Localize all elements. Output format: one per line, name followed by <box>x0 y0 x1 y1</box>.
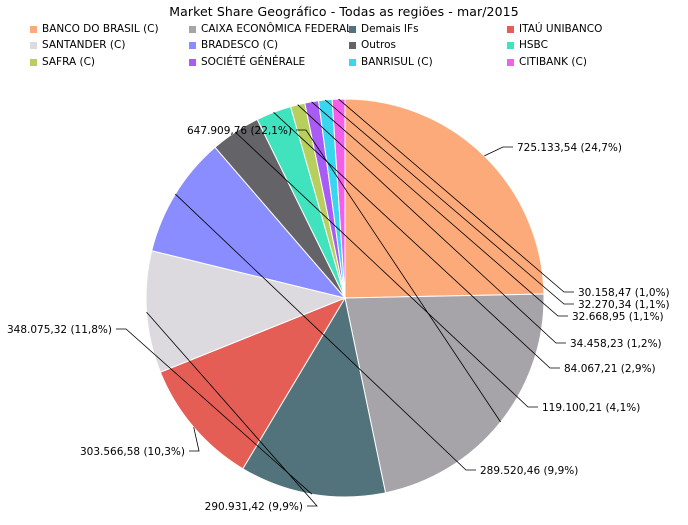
leader-line <box>297 104 566 344</box>
legend-swatch <box>349 41 356 49</box>
data-label: 32.270,34 (1,1%) <box>578 299 670 311</box>
legend-swatch <box>507 58 514 66</box>
legend-label: ITAÚ UNIBANCO <box>519 23 603 35</box>
legend-item[interactable]: BRADESCO (C) <box>189 38 278 52</box>
legend-label: Outros <box>361 39 397 51</box>
legend-label: BRADESCO (C) <box>201 39 279 51</box>
data-label: 32.668,95 (1,1%) <box>572 311 664 323</box>
pie-slices <box>145 98 545 498</box>
legend-swatch <box>349 58 356 66</box>
legend-swatch <box>189 25 196 33</box>
legend-item[interactable]: Demais IFs <box>349 22 419 36</box>
legend-item[interactable]: SAFRA (C) <box>30 55 95 69</box>
legend-swatch <box>30 41 37 49</box>
legend-label: BANCO DO BRASIL (C) <box>42 23 159 35</box>
legend-item[interactable]: SOCIÉTÉ GÉNÉRALE <box>189 55 305 69</box>
legend-swatch <box>507 25 514 33</box>
data-label: 289.520,46 (9,9%) <box>480 465 578 477</box>
pie-slice[interactable] <box>331 98 346 299</box>
data-label: 84.067,21 (2,9%) <box>564 363 656 375</box>
data-label: 119.100,21 (4,1%) <box>542 402 640 414</box>
legend-label: BANRISUL (C) <box>361 56 433 68</box>
leader-line <box>338 98 574 293</box>
legend-swatch <box>189 41 196 49</box>
pie-slice[interactable] <box>344 98 545 299</box>
leader-line <box>234 131 538 408</box>
legend-label: HSBC <box>519 39 548 51</box>
legend-swatch <box>507 41 514 49</box>
data-label: 303.566,58 (10,3%) <box>80 446 185 458</box>
leader-line <box>146 311 318 507</box>
legend-label: CITIBANK (C) <box>519 56 587 68</box>
leader-line <box>484 146 513 157</box>
legend-swatch <box>30 58 37 66</box>
legend-item[interactable]: BANRISUL (C) <box>349 55 433 69</box>
legend-swatch <box>349 25 356 33</box>
legend-item[interactable]: SANTANDER (C) <box>30 38 125 52</box>
leader-line <box>325 99 574 305</box>
data-label: 34.458,23 (1,2%) <box>570 338 662 350</box>
pie-labels: 725.133,54 (24,7%) 647.909,76 (22,1%) 348.… <box>7 98 670 513</box>
leader-line <box>273 112 560 369</box>
legend-label: Demais IFs <box>361 23 419 35</box>
legend-label: CAIXA ECONÔMICA FEDERAL <box>201 23 352 35</box>
legend-label: SOCIÉTÉ GÉNÉRALE <box>201 56 306 68</box>
legend-item[interactable]: BANCO DO BRASIL (C) <box>30 22 159 36</box>
chart-legend: BANCO DO BRASIL (C) CAIXA ECONÔMICA FEDER… <box>0 0 688 80</box>
pie-slice[interactable] <box>344 293 545 494</box>
data-label: 725.133,54 (24,7%) <box>517 142 622 154</box>
legend-label: SANTANDER (C) <box>42 39 126 51</box>
legend-swatch <box>30 25 37 33</box>
legend-item[interactable]: HSBC <box>507 38 548 52</box>
leader-line <box>116 328 313 495</box>
data-label: 290.931,42 (9,9%) <box>205 501 303 513</box>
legend-item[interactable]: CAIXA ECONÔMICA FEDERAL <box>189 22 352 36</box>
legend-label: SAFRA (C) <box>42 56 95 68</box>
legend-swatch <box>189 58 196 66</box>
leader-line <box>296 129 501 423</box>
data-label: 30.158,47 (1,0%) <box>578 287 670 299</box>
pie-slice[interactable] <box>159 296 347 470</box>
legend-item[interactable]: ITAÚ UNIBANCO <box>507 22 602 36</box>
leader-line <box>189 427 200 452</box>
data-label: 348.075,32 (11,8%) <box>7 324 112 336</box>
data-label: 647.909,76 (22,1%) <box>187 125 292 137</box>
leader-line <box>175 193 476 471</box>
legend-item[interactable]: Outros <box>349 38 396 52</box>
chart-title: Market Share Geográfico - Todas as regiõ… <box>169 4 519 19</box>
leader-line <box>311 101 568 317</box>
legend-item[interactable]: CITIBANK (C) <box>507 55 587 69</box>
